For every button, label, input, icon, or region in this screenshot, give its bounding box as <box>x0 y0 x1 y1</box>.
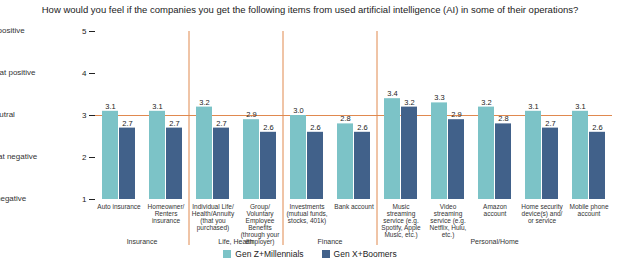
svg-text:5: 5 <box>82 27 87 36</box>
svg-text:2.6: 2.6 <box>357 123 367 132</box>
svg-text:Mobile phoneaccount: Mobile phoneaccount <box>569 203 608 217</box>
svg-text:2.9: 2.9 <box>451 110 461 119</box>
svg-text:2.6: 2.6 <box>310 123 320 132</box>
svg-text:1: 1 <box>82 195 87 204</box>
svg-text:2.6: 2.6 <box>592 123 602 132</box>
svg-text:3.0: 3.0 <box>293 106 303 115</box>
svg-text:Somewhat positive: Somewhat positive <box>0 68 36 77</box>
html-text:Group/: Group/ <box>250 202 270 210</box>
svg-text:3.2: 3.2 <box>481 98 491 107</box>
svg-text:Auto insurance: Auto insurance <box>97 203 141 210</box>
svg-text:2: 2 <box>82 153 87 162</box>
svg-text:2.6: 2.6 <box>263 123 273 132</box>
svg-text:3.1: 3.1 <box>575 102 585 111</box>
html-text:employer): employer) <box>245 238 275 246</box>
svg-text:3.1: 3.1 <box>528 102 538 111</box>
html-text:(through your: (through your <box>240 231 280 239</box>
svg-text:2.8: 2.8 <box>498 114 508 123</box>
svg-text:2.7: 2.7 <box>216 119 226 128</box>
html-text:Gen X+Boomers: Gen X+Boomers <box>333 249 397 259</box>
html-text:Gen Z+Millennials: Gen Z+Millennials <box>235 249 304 259</box>
svg-text:Amazonaccount: Amazonaccount <box>483 203 507 217</box>
svg-text:Individual Life/Health/Annuity: Individual Life/Health/Annuity(that youp… <box>192 203 235 232</box>
svg-text:3.3: 3.3 <box>434 93 444 102</box>
svg-text:Bank account: Bank account <box>334 203 374 210</box>
svg-text:Musicstreamingservice (e.g.Spo: Musicstreamingservice (e.g.Spotify, Appl… <box>381 203 421 240</box>
html-text:How would you feel if the comp: How would you feel if the companies you … <box>41 4 579 15</box>
svg-text:4: 4 <box>82 69 87 78</box>
svg-text:3.1: 3.1 <box>105 102 115 111</box>
svg-text:2.9: 2.9 <box>246 110 256 119</box>
svg-text:Personal/Home: Personal/Home <box>470 238 518 245</box>
svg-text:2.7: 2.7 <box>545 119 555 128</box>
svg-text:Insurance: Insurance <box>127 238 158 245</box>
svg-text:Homeowner/Rentersinsurance: Homeowner/Rentersinsurance <box>148 203 185 224</box>
svg-text:Videostreamingservice (e.g.Net: Videostreamingservice (e.g.Netflix, Hulu… <box>430 203 467 240</box>
svg-text:2.7: 2.7 <box>122 119 132 128</box>
svg-text:3.4: 3.4 <box>387 89 397 98</box>
svg-text:3.2: 3.2 <box>199 98 209 107</box>
svg-text:3.1: 3.1 <box>152 102 162 111</box>
html-text:Voluntary: Voluntary <box>246 209 274 217</box>
html-text:Benefits: Benefits <box>248 224 272 231</box>
html-text:Employee: Employee <box>245 216 275 224</box>
svg-text:Neutral: Neutral <box>0 110 15 119</box>
svg-text:Finance: Finance <box>318 238 343 245</box>
svg-text:3.2: 3.2 <box>404 98 414 107</box>
svg-text:Home securitydevice(s) and/or: Home securitydevice(s) and/or service <box>521 203 563 224</box>
svg-text:3: 3 <box>82 111 87 120</box>
svg-text:Life, Health: Life, Health <box>218 238 254 245</box>
svg-text:Very negative: Very negative <box>0 194 27 203</box>
svg-text:Investments(mutual funds,stock: Investments(mutual funds,stocks, 401k) <box>286 203 327 225</box>
svg-text:2.8: 2.8 <box>340 114 350 123</box>
svg-text:2.7: 2.7 <box>169 119 179 128</box>
svg-text:Somewhat negative: Somewhat negative <box>0 152 38 161</box>
svg-text:Very positive: Very positive <box>0 26 25 35</box>
